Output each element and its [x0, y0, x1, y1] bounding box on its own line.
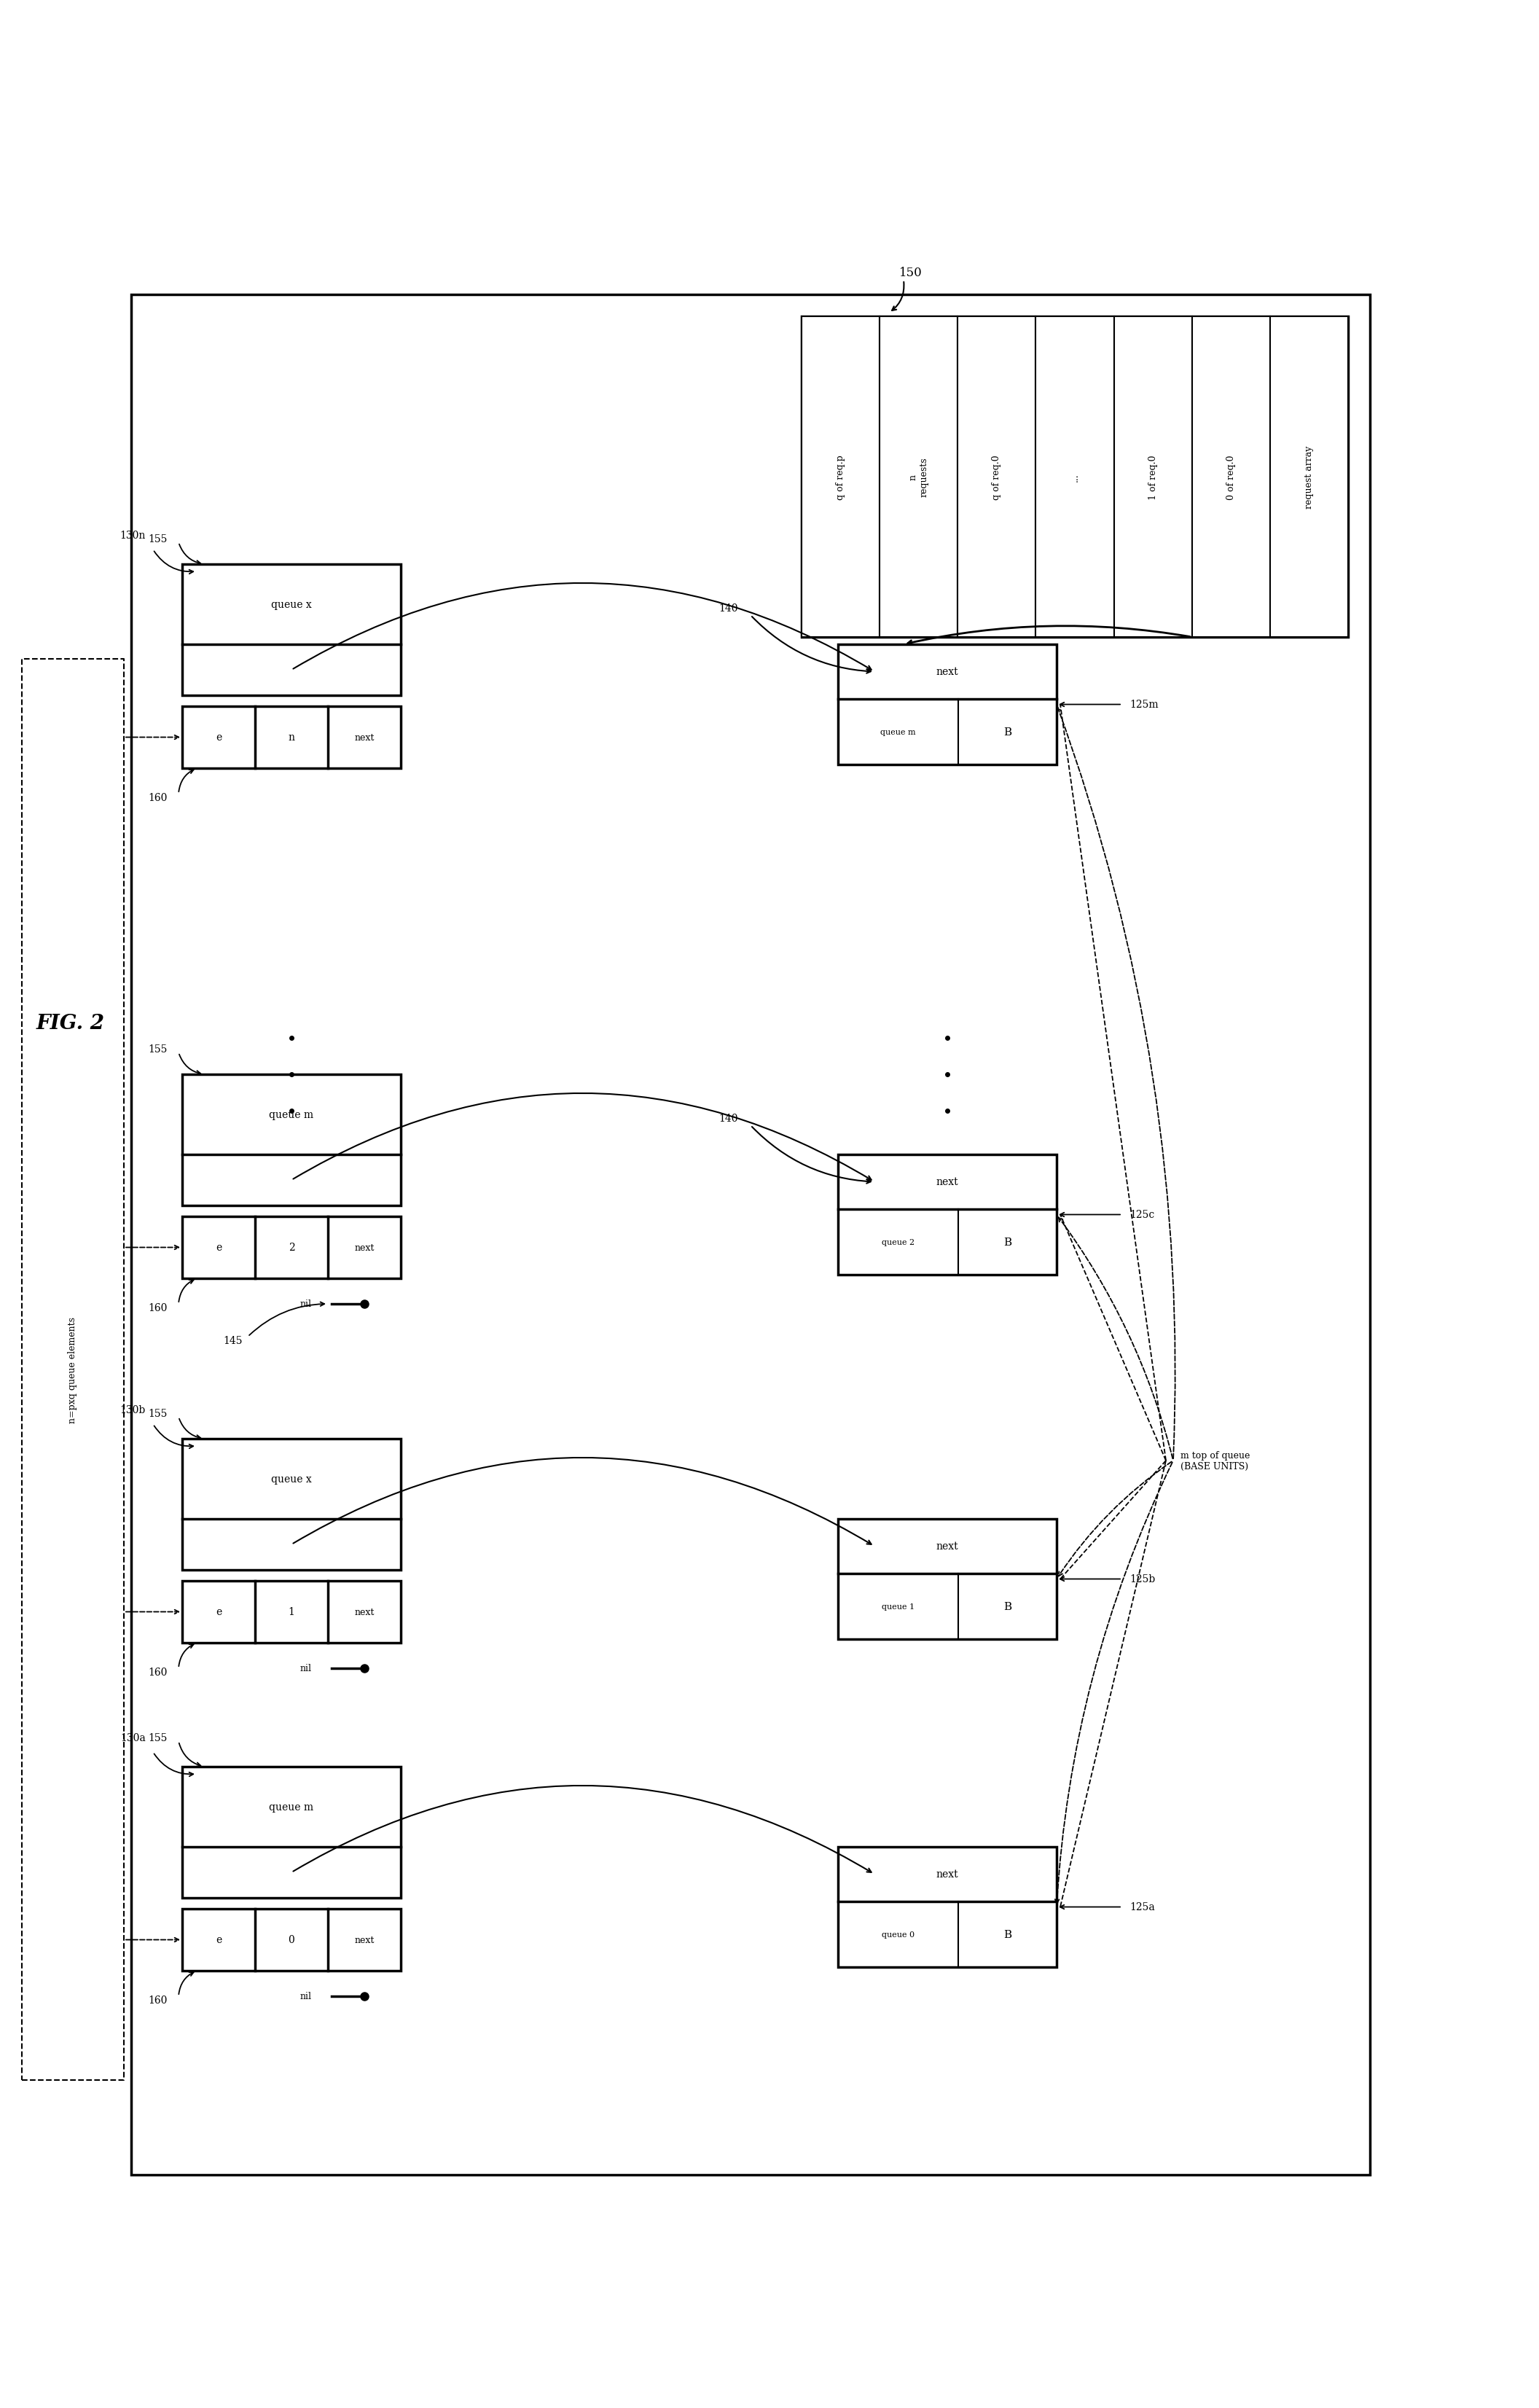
Text: B: B — [1003, 1601, 1011, 1611]
Text: 130a: 130a — [120, 1734, 146, 1743]
Bar — [802, 318, 1348, 638]
Bar — [182, 1440, 400, 1570]
Text: 160: 160 — [148, 1666, 168, 1678]
Text: 125m: 125m — [1130, 701, 1159, 710]
Text: B: B — [1003, 1929, 1011, 1938]
Text: 160: 160 — [148, 792, 168, 802]
Bar — [839, 1519, 1057, 1640]
Text: queue x: queue x — [271, 1474, 312, 1483]
Bar — [182, 1216, 400, 1279]
Text: n=pxq queue elements: n=pxq queue elements — [68, 1317, 77, 1423]
Text: 0 of req.0: 0 of req.0 — [1227, 455, 1236, 498]
Text: request array: request array — [1305, 445, 1314, 508]
Text: 125b: 125b — [1130, 1575, 1156, 1584]
Text: nil: nil — [300, 1300, 312, 1310]
Bar — [1036, 318, 1114, 638]
Text: next: next — [936, 1869, 959, 1878]
Text: 1 of req.0: 1 of req.0 — [1148, 455, 1157, 498]
Text: 130b: 130b — [120, 1404, 146, 1416]
Bar — [957, 318, 1036, 638]
Bar — [182, 706, 400, 768]
Text: 0: 0 — [288, 1934, 294, 1946]
Bar — [182, 563, 400, 696]
Text: next: next — [936, 1541, 959, 1551]
Bar — [182, 1582, 400, 1642]
Text: B: B — [1003, 727, 1011, 737]
Bar — [880, 318, 957, 638]
Text: next: next — [936, 1178, 959, 1187]
Bar — [839, 645, 1057, 766]
Text: ...: ... — [1070, 472, 1079, 482]
Text: n: n — [288, 732, 295, 742]
Text: nil: nil — [300, 1991, 312, 2001]
Text: queue 2: queue 2 — [882, 1238, 914, 1245]
Bar — [802, 318, 880, 638]
Text: 2: 2 — [288, 1243, 294, 1252]
Text: 140: 140 — [719, 1112, 739, 1125]
Text: n
requests: n requests — [908, 458, 930, 496]
Text: e: e — [215, 1606, 222, 1618]
Bar — [182, 1074, 400, 1206]
Text: q of req.p: q of req.p — [836, 455, 845, 501]
Text: 160: 160 — [148, 1994, 168, 2006]
Text: 125c: 125c — [1130, 1209, 1154, 1221]
Text: e: e — [215, 732, 222, 742]
Text: nil: nil — [300, 1664, 312, 1674]
Text: queue m: queue m — [269, 1801, 314, 1811]
Text: e: e — [215, 1243, 222, 1252]
Text: e: e — [215, 1934, 222, 1946]
Text: next: next — [354, 1936, 374, 1946]
Text: 125a: 125a — [1130, 1902, 1154, 1912]
Text: queue m: queue m — [269, 1110, 314, 1120]
Text: 155: 155 — [148, 1409, 168, 1418]
Text: B: B — [1003, 1238, 1011, 1247]
Text: 150: 150 — [899, 267, 922, 279]
Text: 140: 140 — [719, 604, 739, 614]
Text: 160: 160 — [148, 1303, 168, 1312]
Text: queue m: queue m — [880, 730, 916, 737]
Text: m top of queue
(BASE UNITS): m top of queue (BASE UNITS) — [1180, 1450, 1250, 1471]
Text: next: next — [354, 1606, 374, 1616]
Text: 1: 1 — [288, 1606, 294, 1618]
Text: queue x: queue x — [271, 600, 312, 609]
Text: next: next — [936, 667, 959, 677]
Text: 130n: 130n — [120, 530, 146, 542]
Text: q of req.0: q of req.0 — [993, 455, 1002, 501]
Text: 155: 155 — [148, 535, 168, 544]
Bar — [1191, 318, 1270, 638]
Text: 155: 155 — [148, 1734, 168, 1743]
Bar — [131, 296, 1370, 2174]
Bar — [1270, 318, 1348, 638]
Bar — [182, 1910, 400, 1970]
Text: queue 0: queue 0 — [882, 1931, 914, 1938]
Text: 155: 155 — [148, 1045, 168, 1055]
Text: queue 1: queue 1 — [882, 1604, 914, 1611]
Text: next: next — [354, 1243, 374, 1252]
Bar — [1114, 318, 1191, 638]
Bar — [839, 1156, 1057, 1276]
Text: next: next — [354, 732, 374, 742]
Text: FIG. 2: FIG. 2 — [37, 1014, 105, 1033]
Text: 145: 145 — [223, 1336, 243, 1346]
Bar — [182, 1767, 400, 1898]
Bar — [839, 1847, 1057, 1967]
